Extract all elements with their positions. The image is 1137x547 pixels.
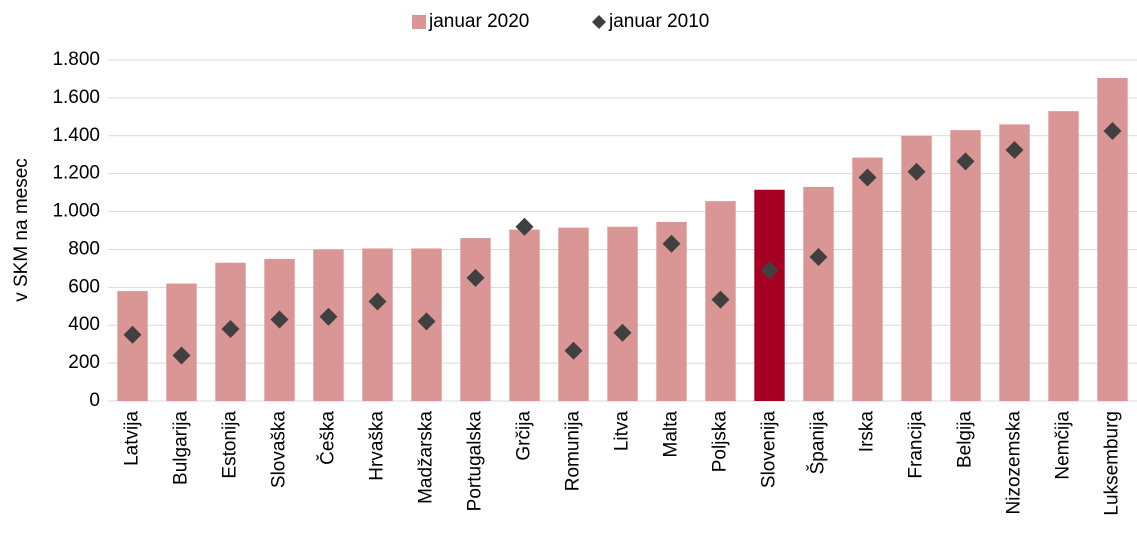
marker [270,310,289,329]
marker [515,217,534,236]
marker [760,261,779,280]
bar [754,189,785,401]
x-tick-label: Romunija [563,411,584,492]
marker [221,320,240,339]
y-tick-label: 200 [68,352,100,373]
x-tick-label: Poljska [710,411,731,473]
x-tick-label: Češka [317,411,339,465]
bar [509,229,540,401]
x-tick-label: Litva [612,411,633,452]
bar [852,157,883,401]
bar [1048,111,1079,402]
y-tick-label: 0 [89,390,100,411]
marker [956,152,975,171]
marker [368,292,387,311]
x-tick-label: Irska [857,411,878,453]
marker [466,268,485,287]
bar [803,186,834,401]
x-tick-label: Luksemburg [1102,411,1123,516]
y-tick-label: 800 [68,238,100,259]
marker [319,307,338,326]
y-axis-label: v SKM na mesec [11,158,32,302]
legend-label: januar 2010 [608,11,709,32]
x-tick-label: Nizozemska [1004,411,1025,515]
y-tick-label: 400 [68,314,100,335]
bar [607,226,638,401]
marker [809,248,828,267]
x-tick-label: Španija [807,411,829,475]
marker [711,290,730,309]
legend-swatch [592,15,606,29]
marker [564,341,583,360]
x-tick-label: Francija [906,411,927,479]
bar [362,248,393,401]
x-tick-label: Latvija [122,411,143,466]
x-tick-label: Belgija [955,411,976,468]
marker [417,312,436,331]
legend-label: januar 2020 [428,11,529,32]
bar [558,227,589,401]
x-tick-label: Madžarska [416,411,437,504]
x-tick-label: Nemčija [1053,411,1074,480]
marker [858,168,877,187]
marker [613,323,632,342]
marker [662,234,681,253]
bar [999,124,1030,402]
x-tick-label: Slovenija [759,411,780,489]
marker [172,346,191,365]
bar [264,258,295,401]
x-tick-label: Slovaška [269,411,290,489]
y-tick-label: 1.600 [52,87,100,108]
y-tick-label: 1.000 [52,201,100,222]
x-tick-label: Portugalska [465,411,486,512]
x-tick-label: Bulgarija [171,411,192,485]
y-tick-label: 1.800 [52,49,100,70]
marker [1103,122,1122,141]
bar [166,283,197,401]
bar [950,130,981,401]
marker [907,162,926,181]
x-tick-label: Grčija [514,411,535,461]
marker [1005,140,1024,159]
x-tick-label: Malta [661,411,682,458]
bar [117,291,148,401]
bar [460,238,491,401]
legend-swatch [412,15,426,29]
marker [123,325,142,344]
y-tick-label: 1.200 [52,163,100,184]
y-tick-label: 1.400 [52,125,100,146]
x-tick-label: Hrvaška [367,411,388,481]
y-tick-label: 600 [68,276,100,297]
x-tick-label: Estonija [220,411,241,479]
